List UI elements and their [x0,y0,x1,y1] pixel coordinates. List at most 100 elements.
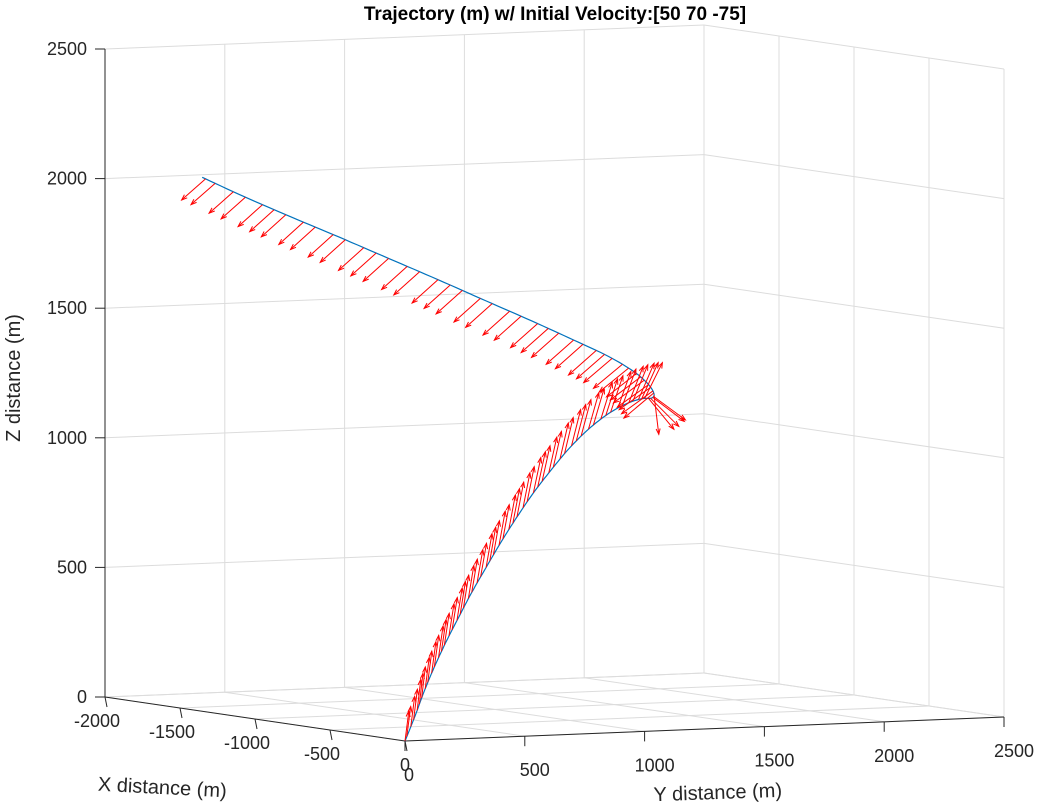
grid-line [464,682,765,728]
velocity-vector [541,444,552,482]
velocity-vector [509,323,538,349]
velocity-vector [260,214,287,238]
velocity-vector [548,435,559,474]
velocity-vector [598,367,629,393]
grid-line [104,154,705,180]
velocity-vector [406,705,413,737]
grid-line [703,283,1005,329]
velocity-vector [481,310,510,337]
grid-line [703,413,1005,459]
velocity-vector [277,221,304,246]
velocity-vector [433,633,441,668]
velocity-vector [452,298,481,323]
velocity-vector [502,503,511,540]
velocity-vector [582,357,613,384]
velocity-vector [440,618,448,652]
grid-line [104,24,705,50]
velocity-vector [653,395,661,436]
velocity-vector [605,373,637,398]
velocity-vector [575,403,587,441]
velocity-vector [609,376,641,401]
x-tick-label: -2000 [74,711,120,731]
z-tick-label: 2500 [47,39,87,59]
velocity-vector [189,182,216,206]
z-tick-label: 1500 [47,298,87,318]
velocity-vector [537,450,547,488]
velocity-vector [580,398,592,437]
y-tick-label: 0 [404,765,414,785]
grid-line [329,705,930,731]
velocity-vector [492,519,501,555]
velocity-vector [392,271,420,296]
grid-line [104,542,705,568]
velocity-vector [489,525,498,562]
velocity-vector [571,408,582,446]
velocity-vector [434,290,463,315]
grid-line [344,686,645,732]
x-tick-label: 0 [400,755,410,775]
velocity-vector [559,421,570,460]
velocity-vector [443,611,451,646]
velocity-vector [592,363,623,390]
x-tick-mark [254,718,258,730]
velocity-vector [476,548,485,584]
y-tick-label: 500 [520,760,550,780]
velocity-vector [641,361,659,399]
text-layer: Trajectory (m) w/ Initial Velocity:[50 7… [3,4,1034,806]
velocity-vector [610,374,624,413]
grid-line [104,672,705,698]
velocity-vector [467,564,476,599]
velocity-vector [600,381,613,420]
velocity-vector [508,493,517,530]
grid-line [584,677,885,723]
velocity-vector [530,332,560,359]
velocity-vector [648,398,675,431]
grid-line [703,672,1005,718]
velocity-vector [480,541,489,577]
velocity-vector [362,258,389,283]
velocity-vector [587,391,600,430]
velocity-vector [237,204,263,228]
velocity-vector [422,284,451,310]
x-tick-mark [104,696,108,708]
grid-line [104,283,705,309]
velocity-vector [220,196,246,220]
velocity-vector [554,343,584,370]
x-tick-label: -1000 [224,733,270,753]
velocity-vector [307,234,334,259]
velocity-vector [180,178,206,201]
velocity-vector [207,191,234,215]
velocity-vector [516,480,526,518]
velocity-vector [319,239,346,264]
velocity-vector [349,252,377,277]
x-tick-mark [329,729,333,741]
velocity-vector [421,665,428,698]
velocity-vector [552,429,563,468]
grid-layer [104,24,1005,742]
z-tick-label: 1000 [47,428,87,448]
grid-line [104,413,705,439]
trajectory-line [201,176,655,742]
velocity-vector [564,416,575,454]
chart-title: Trajectory (m) w/ Initial Velocity:[50 7… [364,4,746,25]
z-tick-label: 2000 [47,169,87,189]
y-axis-line [404,716,1005,742]
velocity-vector [411,279,439,304]
x-axis-label: X distance (m) [97,774,227,803]
velocity-vector [644,361,664,399]
velocity-vector [522,471,532,508]
z-tick-label: 500 [57,557,87,577]
velocity-vector [520,328,549,354]
velocity-vector [248,209,275,233]
velocity-vector [438,624,445,658]
velocity-vector [464,303,493,329]
velocity-vector [380,266,408,291]
x-tick-mark [179,707,183,719]
axis-layer [95,48,1005,752]
y-axis-label: Y distance (m) [653,780,782,806]
velocity-vector [289,226,316,251]
y-tick-label: 1000 [635,755,675,775]
velocity-vector [532,456,543,494]
velocity-vector [493,315,522,342]
